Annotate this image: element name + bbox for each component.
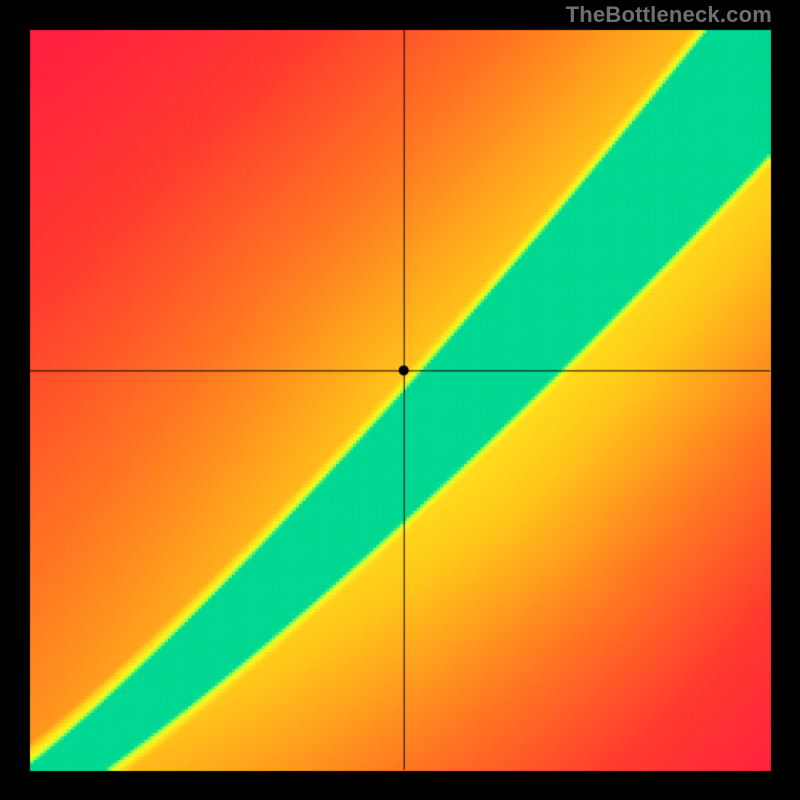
heatmap-canvas (0, 0, 800, 800)
watermark-text: TheBottleneck.com (566, 2, 772, 28)
chart-container: TheBottleneck.com (0, 0, 800, 800)
